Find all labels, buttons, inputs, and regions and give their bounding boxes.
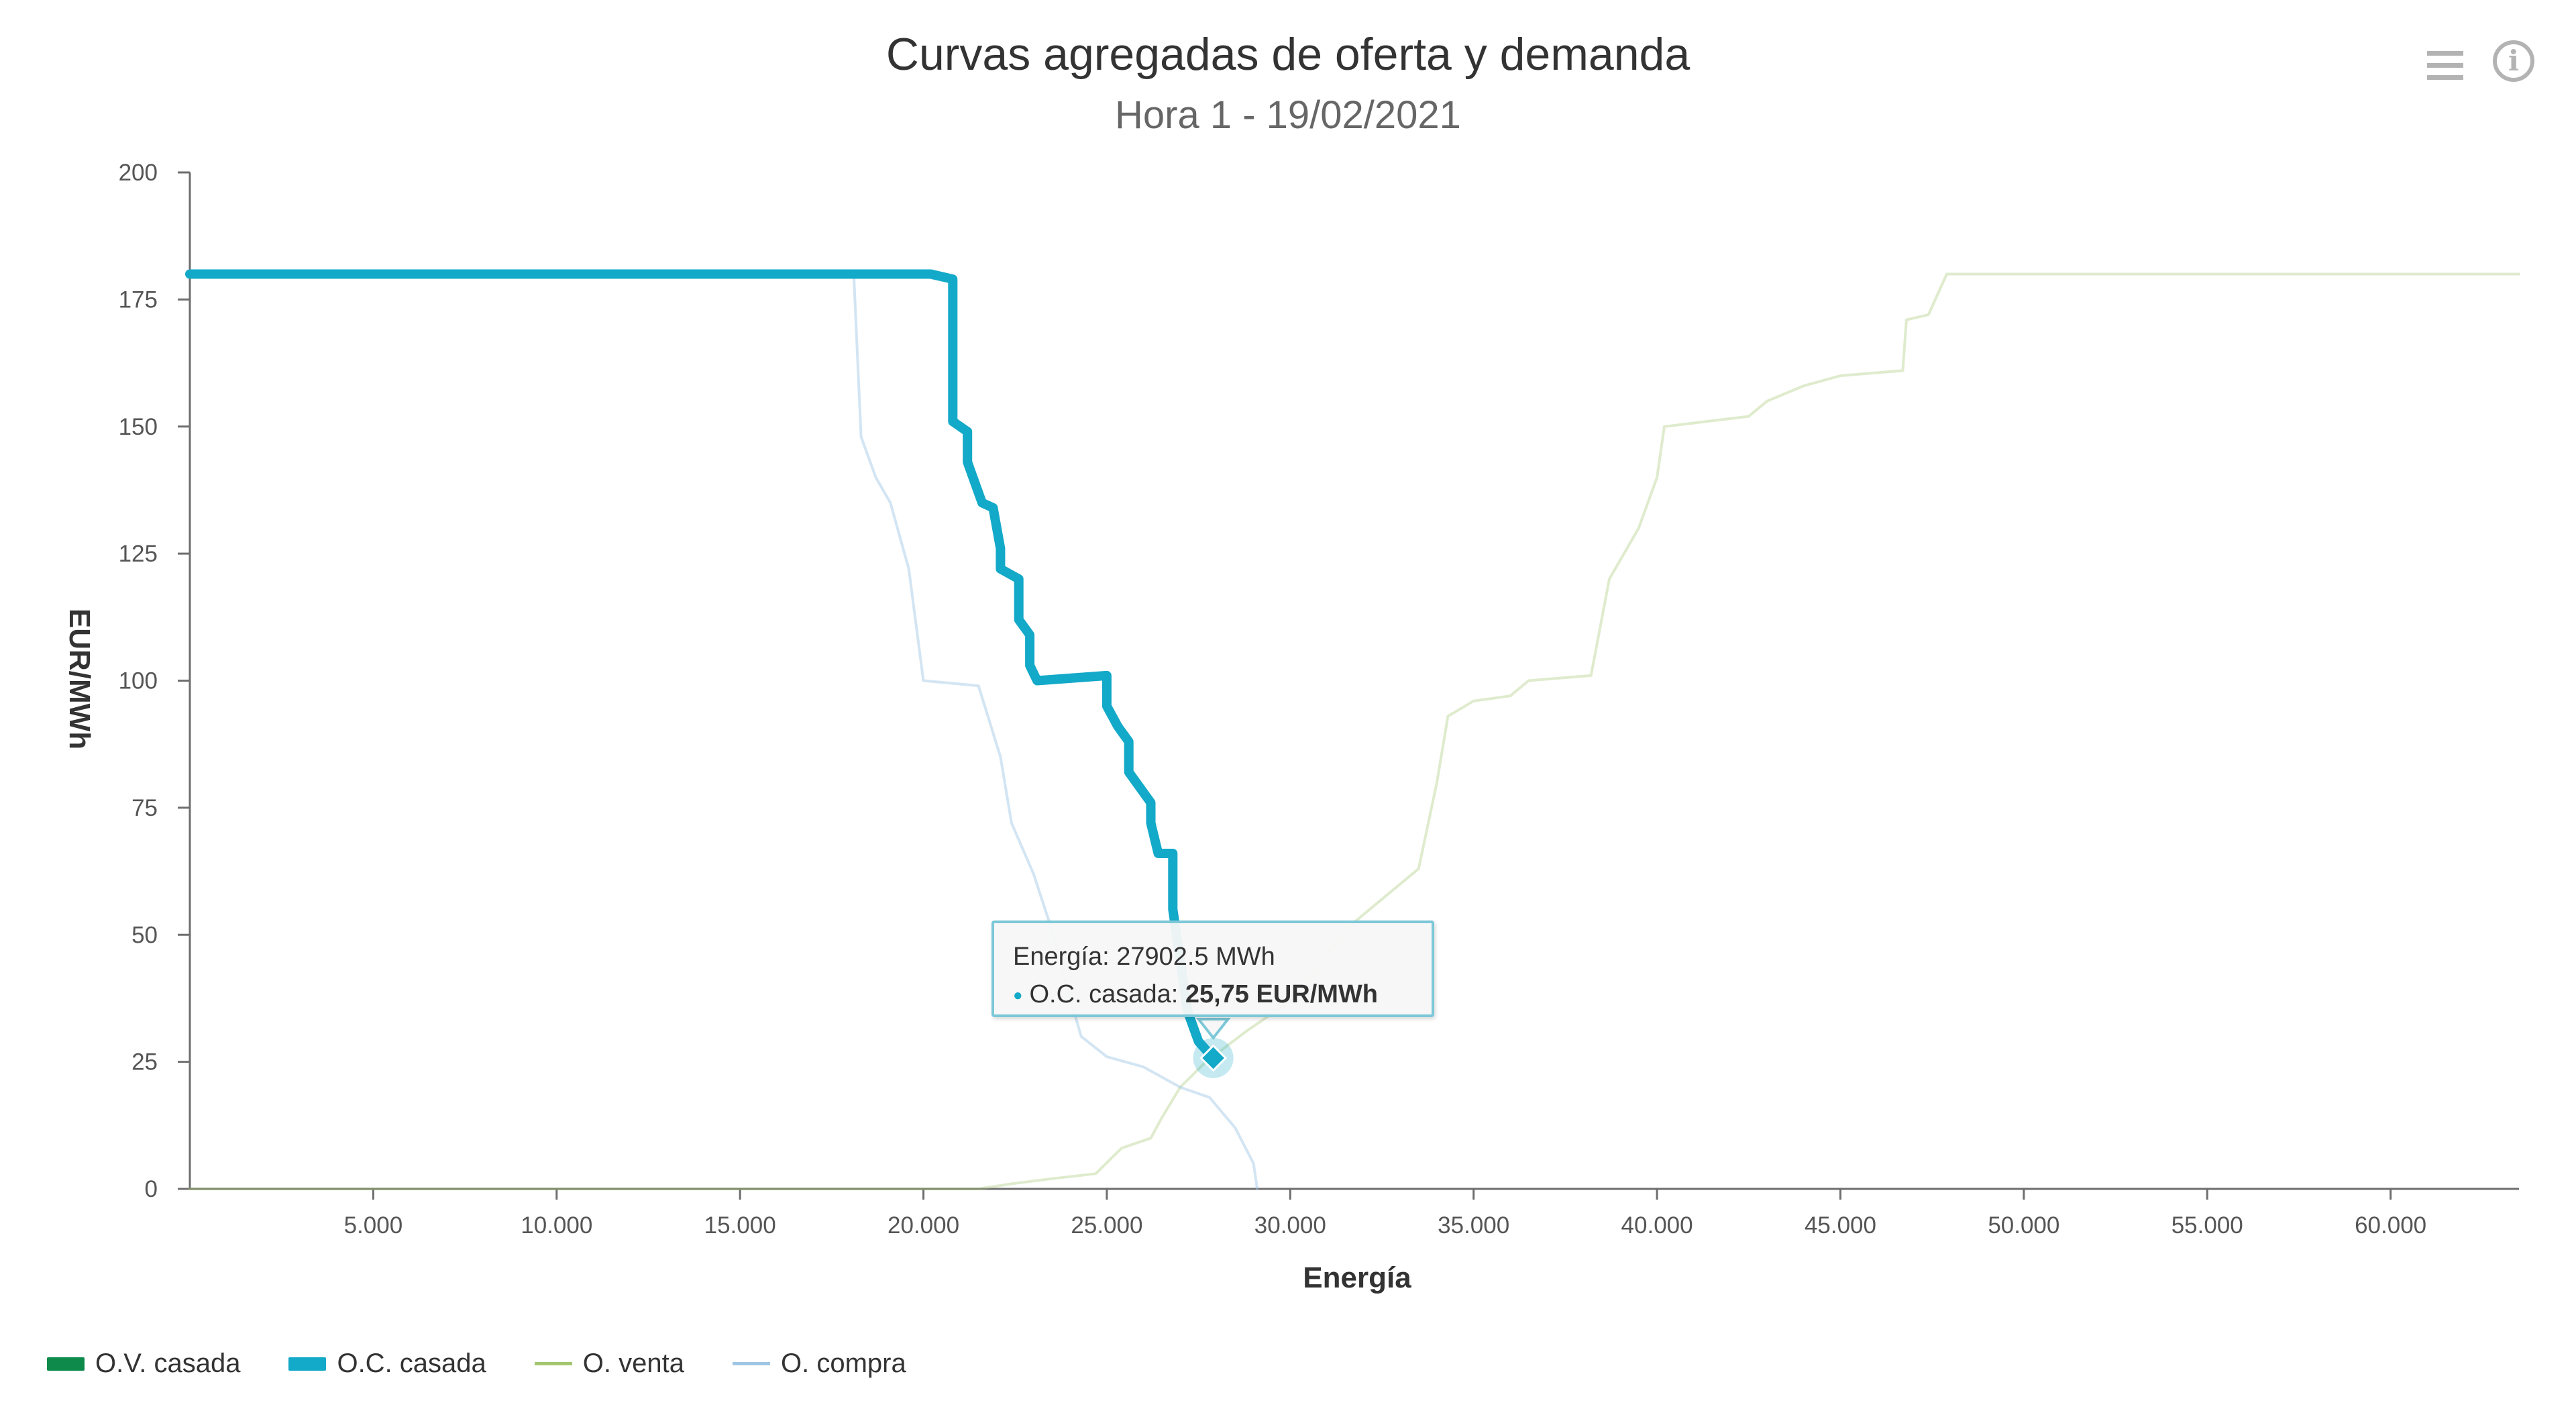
highlight-point-marker[interactable] (1199, 1044, 1228, 1072)
chart-legend: O.V. casada O.C. casada O. venta O. comp… (47, 1349, 955, 1379)
legend-item-o-venta[interactable]: O. venta (534, 1349, 684, 1379)
x-tick-label: 40.000 (1621, 1212, 1693, 1239)
x-tick-label: 50.000 (1988, 1212, 2059, 1239)
series-line-o-compra[interactable] (189, 272, 1259, 1190)
x-tick-label: 15.000 (704, 1212, 776, 1239)
series-line-o-venta[interactable] (189, 272, 2520, 1190)
x-tick-label: 35.000 (1438, 1212, 1509, 1239)
y-tick-label: 50 (131, 922, 158, 948)
tooltip-pointer (1195, 1017, 1231, 1041)
info-icon[interactable]: i (2493, 40, 2534, 82)
x-tick-label: 55.000 (2171, 1212, 2243, 1239)
legend-item-ov-casada[interactable]: O.V. casada (47, 1349, 240, 1379)
tooltip-series-row: ● O.C. casada: 25,75 EUR/MWh (1013, 976, 1413, 1014)
x-axis-title: Energía (1303, 1261, 1411, 1294)
y-tick-label: 175 (119, 286, 158, 313)
legend-swatch (288, 1357, 327, 1371)
legend-label: O.V. casada (95, 1349, 241, 1378)
y-tick-label: 150 (119, 414, 158, 440)
y-tick-label: 75 (131, 795, 158, 821)
y-axis-title: EUR/MWh (63, 608, 96, 750)
legend-swatch (534, 1362, 572, 1365)
legend-swatch (732, 1362, 770, 1365)
tooltip-energy: Energía: 27902.5 MWh (1013, 943, 1275, 971)
legend-item-o-compra[interactable]: O. compra (732, 1349, 906, 1379)
y-tick-label: 0 (145, 1176, 158, 1202)
chart-tooltip: Energía: 27902.5 MWh ● O.C. casada: 25,75… (991, 921, 1434, 1017)
y-tick-label: 125 (119, 541, 158, 567)
x-tick-label: 45.000 (1805, 1212, 1876, 1239)
x-tick-label: 30.000 (1254, 1212, 1326, 1239)
hamburger-menu-icon[interactable] (2422, 47, 2469, 87)
x-tick-label: 5.000 (344, 1212, 403, 1239)
y-tick-label: 25 (131, 1049, 158, 1075)
legend-label: O. compra (780, 1349, 906, 1378)
x-tick-label: 10.000 (521, 1212, 592, 1239)
x-tick-label: 60.000 (2355, 1212, 2426, 1239)
chart-subtitle: Hora 1 - 19/02/2021 (1115, 93, 1461, 137)
x-tick-label: 25.000 (1071, 1212, 1142, 1239)
legend-swatch (47, 1357, 85, 1371)
series-line-o-c-casada[interactable] (185, 269, 1218, 1063)
legend-label: O. venta (582, 1349, 684, 1378)
tooltip-series-value: 25,75 EUR/MWh (1185, 980, 1378, 1008)
tooltip-series-label: O.C. casada: (1029, 980, 1185, 1008)
series-bullet-icon: ● (1013, 986, 1023, 1004)
y-tick-label: 200 (119, 160, 158, 186)
legend-label: O.C. casada (337, 1349, 486, 1378)
x-tick-label: 20.000 (888, 1212, 959, 1239)
legend-item-oc-casada[interactable]: O.C. casada (288, 1349, 486, 1379)
chart-title: Curvas agregadas de oferta y demanda (885, 29, 1690, 80)
y-tick-label: 100 (119, 668, 158, 694)
